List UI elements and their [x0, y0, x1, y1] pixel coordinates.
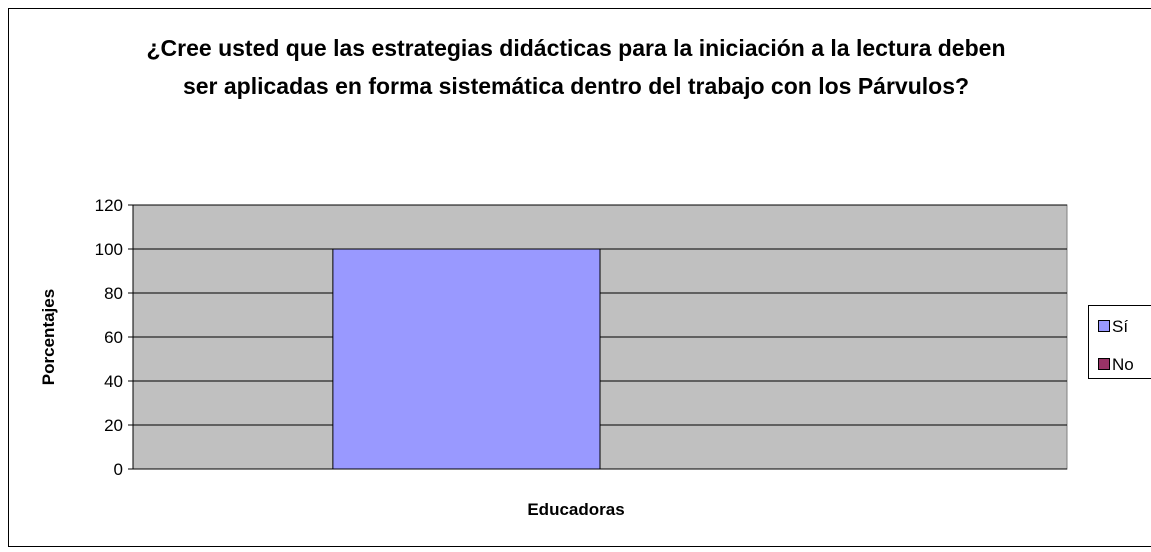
y-tick-label: 80 — [104, 284, 123, 303]
y-tick-label: 20 — [104, 416, 123, 435]
y-tick-label: 0 — [114, 460, 123, 479]
legend-swatch — [1098, 358, 1110, 370]
legend-swatch — [1098, 320, 1110, 332]
bar — [332, 248, 601, 470]
chart-title: ¿Cree usted que las estrategias didáctic… — [146, 35, 1006, 99]
y-tick-label: 60 — [104, 328, 123, 347]
legend-label: Sí — [1112, 317, 1128, 336]
y-tick-label: 100 — [95, 240, 123, 259]
y-tick-label: 40 — [104, 372, 123, 391]
x-axis-label: Educadoras — [527, 500, 624, 519]
y-tick-label: 120 — [95, 196, 123, 215]
legend-label: No — [1112, 355, 1134, 374]
y-axis-label: Porcentajes — [39, 289, 58, 385]
